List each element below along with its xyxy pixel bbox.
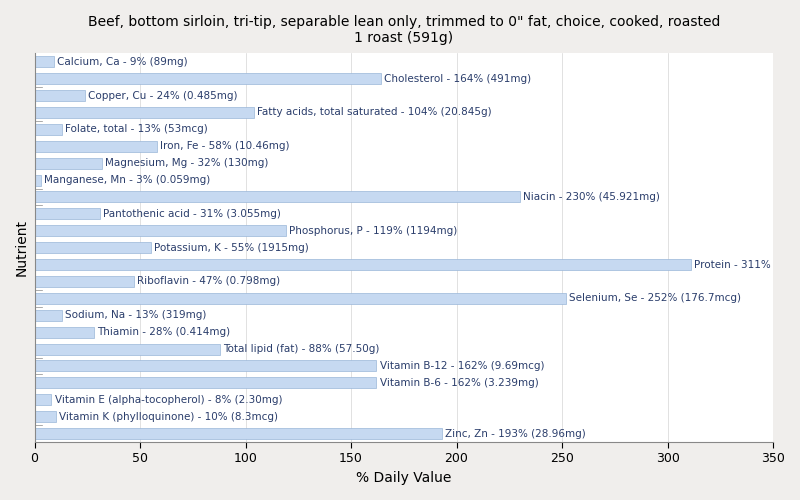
Text: Cholesterol - 164% (491mg): Cholesterol - 164% (491mg) xyxy=(384,74,531,84)
Bar xyxy=(34,174,41,186)
Bar xyxy=(34,326,94,338)
Bar xyxy=(34,141,157,152)
Text: Potassium, K - 55% (1915mg): Potassium, K - 55% (1915mg) xyxy=(154,242,309,252)
Text: Phosphorus, P - 119% (1194mg): Phosphorus, P - 119% (1194mg) xyxy=(289,226,457,236)
Bar xyxy=(34,158,102,168)
Bar xyxy=(34,378,376,388)
Bar xyxy=(34,107,254,118)
Text: Selenium, Se - 252% (176.7mcg): Selenium, Se - 252% (176.7mcg) xyxy=(570,294,742,304)
Text: Protein - 311% (155.67g): Protein - 311% (155.67g) xyxy=(694,260,800,270)
Bar xyxy=(34,56,54,68)
Text: Zinc, Zn - 193% (28.96mg): Zinc, Zn - 193% (28.96mg) xyxy=(445,428,586,438)
Title: Beef, bottom sirloin, tri-tip, separable lean only, trimmed to 0" fat, choice, c: Beef, bottom sirloin, tri-tip, separable… xyxy=(88,15,720,45)
Text: Fatty acids, total saturated - 104% (20.845g): Fatty acids, total saturated - 104% (20.… xyxy=(257,108,492,118)
Text: Niacin - 230% (45.921mg): Niacin - 230% (45.921mg) xyxy=(523,192,660,202)
Bar xyxy=(34,360,376,372)
Text: Vitamin B-12 - 162% (9.69mcg): Vitamin B-12 - 162% (9.69mcg) xyxy=(379,361,544,371)
Bar xyxy=(34,242,150,253)
Text: Total lipid (fat) - 88% (57.50g): Total lipid (fat) - 88% (57.50g) xyxy=(223,344,380,354)
Bar xyxy=(34,192,520,202)
Text: Riboflavin - 47% (0.798mg): Riboflavin - 47% (0.798mg) xyxy=(137,276,280,286)
Text: Copper, Cu - 24% (0.485mg): Copper, Cu - 24% (0.485mg) xyxy=(88,90,238,101)
Bar xyxy=(34,124,62,135)
Bar xyxy=(34,428,442,439)
Text: Thiamin - 28% (0.414mg): Thiamin - 28% (0.414mg) xyxy=(97,327,230,337)
Bar xyxy=(34,73,381,84)
Text: Calcium, Ca - 9% (89mg): Calcium, Ca - 9% (89mg) xyxy=(57,57,187,67)
Text: Sodium, Na - 13% (319mg): Sodium, Na - 13% (319mg) xyxy=(65,310,206,320)
Bar xyxy=(34,90,85,101)
Text: Pantothenic acid - 31% (3.055mg): Pantothenic acid - 31% (3.055mg) xyxy=(103,209,281,219)
Y-axis label: Nutrient: Nutrient xyxy=(15,219,29,276)
Bar xyxy=(34,394,51,406)
Text: Vitamin K (phylloquinone) - 10% (8.3mcg): Vitamin K (phylloquinone) - 10% (8.3mcg) xyxy=(59,412,278,422)
Bar xyxy=(34,344,220,354)
X-axis label: % Daily Value: % Daily Value xyxy=(356,471,451,485)
Bar xyxy=(34,276,134,287)
Bar xyxy=(34,208,100,220)
Bar xyxy=(34,411,56,422)
Text: Vitamin B-6 - 162% (3.239mg): Vitamin B-6 - 162% (3.239mg) xyxy=(379,378,538,388)
Text: Vitamin E (alpha-tocopherol) - 8% (2.30mg): Vitamin E (alpha-tocopherol) - 8% (2.30m… xyxy=(54,395,282,405)
Bar xyxy=(34,293,566,304)
Bar xyxy=(34,259,690,270)
Bar xyxy=(34,226,286,236)
Text: Magnesium, Mg - 32% (130mg): Magnesium, Mg - 32% (130mg) xyxy=(106,158,269,168)
Text: Folate, total - 13% (53mcg): Folate, total - 13% (53mcg) xyxy=(65,124,208,134)
Bar xyxy=(34,310,62,321)
Text: Iron, Fe - 58% (10.46mg): Iron, Fe - 58% (10.46mg) xyxy=(160,142,290,152)
Text: Manganese, Mn - 3% (0.059mg): Manganese, Mn - 3% (0.059mg) xyxy=(44,175,210,185)
